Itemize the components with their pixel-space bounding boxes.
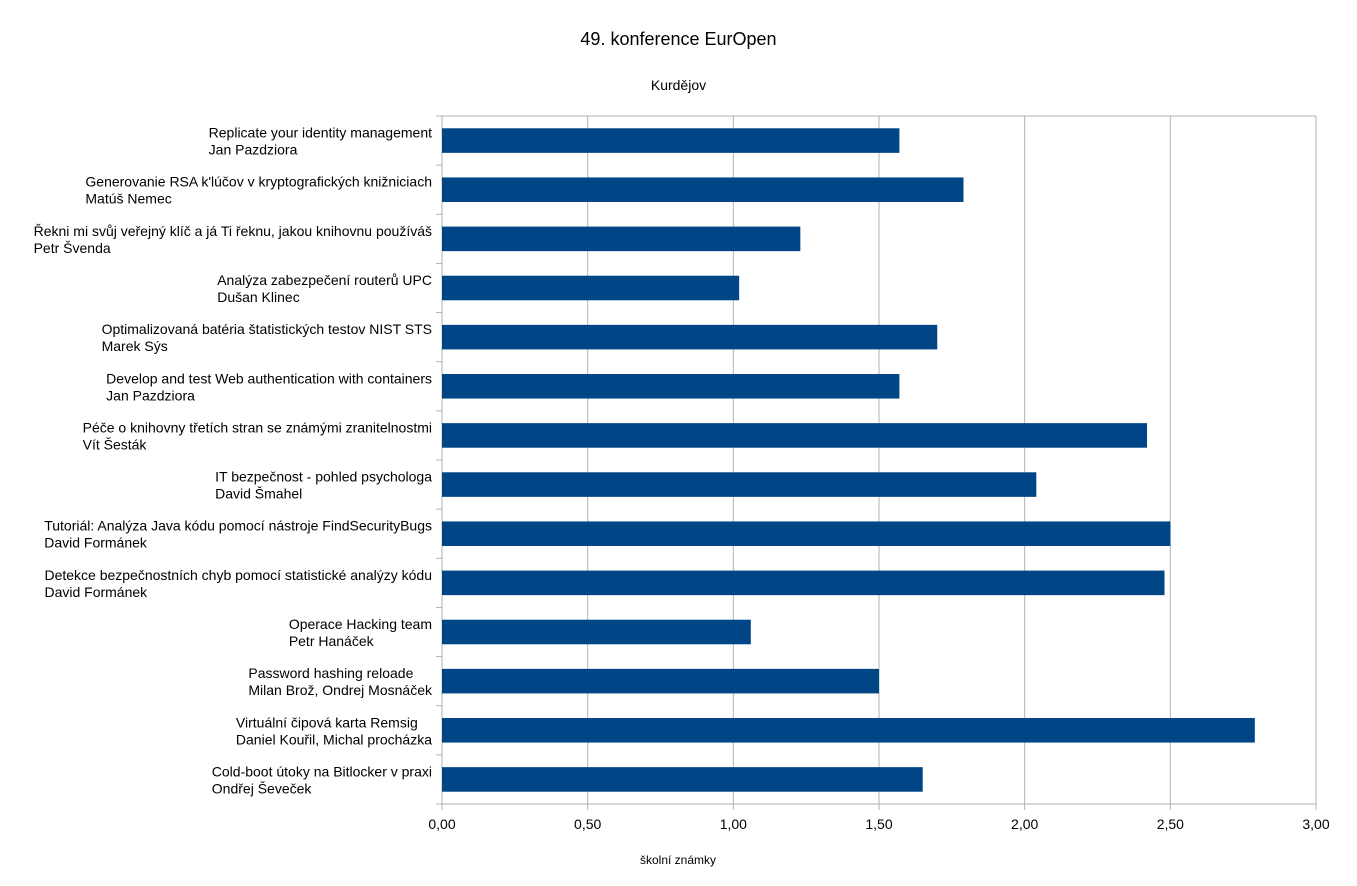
category-author: David Šmahel xyxy=(215,486,302,502)
bar xyxy=(442,619,751,645)
bar xyxy=(442,718,1255,743)
x-tick-label: 2,50 xyxy=(1157,816,1184,832)
category-title: Cold-boot útoky na Bitlocker v praxi xyxy=(212,763,432,779)
x-tick-label: 3,00 xyxy=(1302,816,1329,832)
chart-subtitle: Kurdějov xyxy=(650,77,707,93)
category-author: Petr Hanáček xyxy=(289,633,375,649)
category-title: Replicate your identity management xyxy=(209,125,432,141)
bar xyxy=(442,177,964,202)
category-title: Generovanie RSA k'lúčov v kryptografický… xyxy=(85,174,432,190)
x-tick-label: 0,00 xyxy=(428,816,455,832)
category-author: Milan Brož, Ondrej Mosnáček xyxy=(248,682,433,698)
bar xyxy=(442,128,900,153)
category-author: Dušan Klinec xyxy=(217,289,300,305)
category-title: Password hashing reloade xyxy=(248,665,413,681)
x-tick-label: 0,50 xyxy=(574,816,601,832)
category-title: Operace Hacking team xyxy=(289,616,432,632)
x-tick-label: 2,00 xyxy=(1011,816,1038,832)
x-tick-label: 1,50 xyxy=(865,816,892,832)
bar xyxy=(442,423,1148,448)
category-title: IT bezpečnost - pohled psychologa xyxy=(215,469,432,485)
category-label: Péče o knihovny třetích stran se známými… xyxy=(83,419,432,452)
category-label: Detekce bezpečnostních chyb pomocí stati… xyxy=(44,567,432,600)
bar xyxy=(442,570,1165,596)
category-author: Jan Pazdziora xyxy=(106,387,195,403)
bar xyxy=(442,275,740,301)
category-author: David Formánek xyxy=(44,535,148,551)
category-author: Jan Pazdziora xyxy=(209,142,298,158)
category-author: Matúš Nemec xyxy=(85,191,171,207)
category-title: Optimalizovaná batéria štatistických tes… xyxy=(102,321,432,337)
category-title: Virtuální čipová karta Remsig xyxy=(236,714,418,730)
category-label: Tutoriál: Analýza Java kódu pomocí nástr… xyxy=(44,518,432,551)
category-title: Develop and test Web authentication with… xyxy=(106,370,432,386)
category-title: Péče o knihovny třetích stran se známými… xyxy=(83,419,432,435)
category-title: Tutoriál: Analýza Java kódu pomocí nástr… xyxy=(44,518,432,534)
category-label: Cold-boot útoky na Bitlocker v praxiOndř… xyxy=(212,763,432,796)
category-title: Analýza zabezpečení routerů UPC xyxy=(217,272,432,288)
bar xyxy=(442,374,900,399)
category-author: David Formánek xyxy=(44,584,148,600)
bar xyxy=(442,226,801,252)
category-title: Detekce bezpečnostních chyb pomocí stati… xyxy=(44,567,432,583)
category-title: Řekni mi svůj veřejný klíč a já Ti řeknu… xyxy=(34,223,432,239)
category-author: Petr Švenda xyxy=(34,240,111,256)
category-author: Marek Sýs xyxy=(102,338,168,354)
category-author: Daniel Kouřil, Michal procházka xyxy=(236,731,432,747)
bar xyxy=(442,324,938,350)
bars xyxy=(442,128,1255,792)
x-tick-label: 1,00 xyxy=(720,816,747,832)
category-label: Optimalizovaná batéria štatistických tes… xyxy=(102,321,432,354)
category-author: Vít Šesták xyxy=(83,436,148,452)
bar xyxy=(442,472,1037,497)
x-axis-ticks: 0,00 0,50 1,00 1,50 2,00 2,50 3,00 xyxy=(428,816,1329,832)
category-label: Generovanie RSA k'lúčov v kryptografický… xyxy=(85,174,432,207)
x-axis-title: školní známky xyxy=(640,853,716,867)
chart-title: 49. konference EurOpen xyxy=(580,29,777,49)
gridlines xyxy=(436,115,1317,810)
bar xyxy=(442,668,879,694)
bar xyxy=(442,767,923,792)
bar xyxy=(442,521,1171,546)
category-label: Develop and test Web authentication with… xyxy=(106,370,432,403)
category-label: Řekni mi svůj veřejný klíč a já Ti řeknu… xyxy=(34,223,432,256)
category-author: Ondřej Ševeček xyxy=(212,780,313,796)
